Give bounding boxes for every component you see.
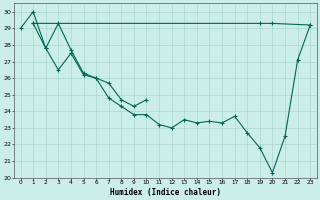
X-axis label: Humidex (Indice chaleur): Humidex (Indice chaleur)	[110, 188, 221, 197]
